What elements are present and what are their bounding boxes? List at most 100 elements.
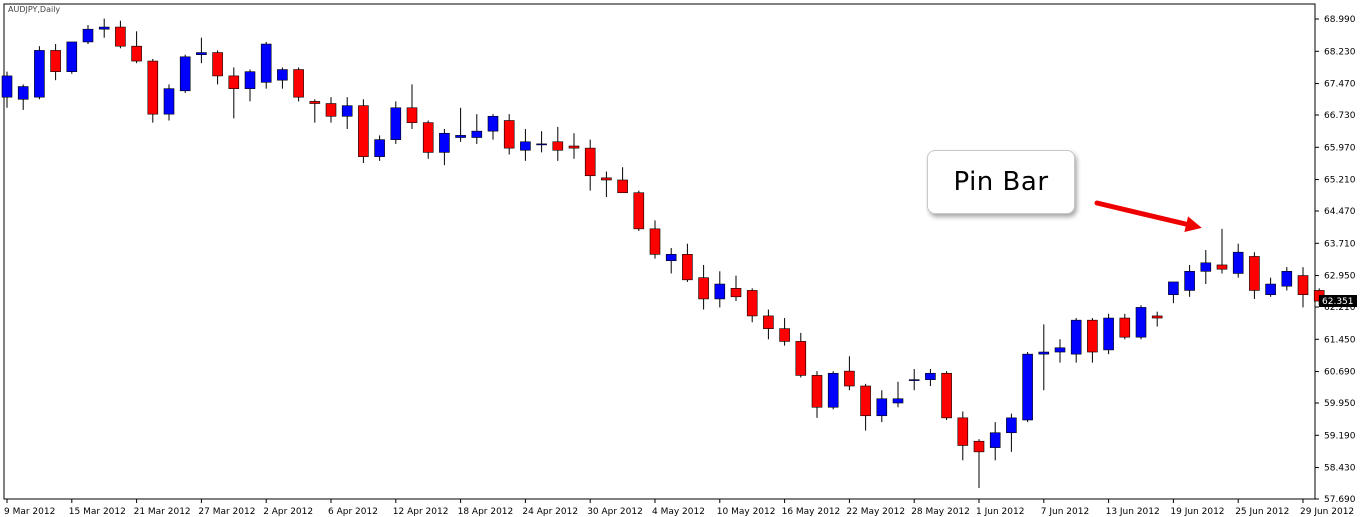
candle [309, 99, 321, 123]
candle-body [1265, 283, 1276, 295]
candle-body [1119, 317, 1131, 338]
candle-body [552, 141, 564, 151]
candle [1200, 250, 1212, 285]
candle-body [1038, 351, 1050, 355]
candle-body [892, 398, 904, 404]
x-tick-label: 13 Jun 2012 [1106, 507, 1160, 517]
candle-body [730, 288, 742, 298]
x-tick-label: 2 Apr 2012 [263, 507, 313, 517]
y-tick-label: 62.950 [1324, 272, 1356, 282]
candle-body [163, 88, 175, 115]
candle [406, 84, 418, 130]
candle-body [957, 417, 969, 446]
candle [98, 18, 110, 38]
candle-body [1070, 319, 1082, 355]
candle-body [34, 50, 45, 98]
candle-body [1087, 319, 1098, 353]
x-tick-label: 18 Apr 2012 [458, 507, 514, 517]
chart-header: AUDJPY,Daily [8, 5, 60, 14]
candle [779, 318, 790, 346]
candle [1232, 243, 1244, 278]
candle [1022, 352, 1033, 423]
candle-body [455, 135, 466, 138]
candle-series [1, 18, 1325, 488]
candle [325, 97, 337, 123]
y-tick-label: 59.190 [1324, 431, 1356, 441]
candle-body [714, 283, 726, 300]
candle [1168, 281, 1179, 304]
y-tick-label: 57.690 [1324, 495, 1356, 505]
candle-body [584, 147, 596, 177]
candle-body [196, 52, 207, 55]
candle [1216, 228, 1228, 274]
candle-body [665, 254, 677, 261]
candle [17, 84, 29, 110]
candle-body [179, 56, 191, 92]
candle [34, 46, 45, 100]
x-tick-label: 28 May 2012 [911, 507, 970, 517]
candle-body [827, 372, 839, 408]
candle-body [520, 141, 531, 151]
candle-body [682, 254, 693, 281]
candle-body [860, 385, 871, 417]
candle [115, 20, 126, 49]
current-price-marker: 62.351 [1319, 295, 1357, 308]
candle-body [17, 86, 29, 100]
candle-body [698, 277, 709, 300]
candle [260, 41, 272, 89]
candle-body [358, 105, 369, 157]
candle [617, 167, 628, 194]
candle [925, 369, 936, 387]
candle [665, 247, 677, 274]
candle-body [811, 375, 823, 408]
candle [50, 44, 61, 81]
candle-body [487, 115, 499, 132]
candle-body [1249, 256, 1260, 291]
candle-body [601, 177, 612, 181]
candle [131, 31, 142, 64]
y-tick-label: 63.710 [1324, 239, 1356, 249]
candle-body [341, 105, 353, 117]
candle [860, 383, 871, 431]
candle [1265, 277, 1276, 297]
candle [163, 84, 175, 121]
candle-body [617, 179, 628, 194]
candle [503, 114, 515, 155]
candle [941, 371, 952, 420]
candle-body [260, 43, 272, 83]
candle [957, 411, 969, 461]
arrow-head [1184, 216, 1202, 232]
x-tick-label: 7 Jun 2012 [1041, 507, 1089, 517]
y-tick-label: 59.950 [1324, 399, 1356, 409]
candle [374, 135, 385, 161]
candle-body [1, 75, 13, 98]
candle [1103, 313, 1114, 355]
candle [1151, 311, 1163, 327]
candle-body [1135, 307, 1147, 338]
candle [827, 371, 839, 410]
candle [649, 220, 661, 259]
candle-body [374, 139, 385, 157]
y-tick-label: 67.470 [1324, 80, 1356, 90]
candle [601, 171, 612, 197]
x-tick-label: 10 May 2012 [717, 507, 776, 517]
candle-body [1168, 281, 1179, 295]
candle-body [439, 132, 450, 153]
candle-body [795, 341, 807, 376]
candle [633, 190, 645, 231]
candle-body [876, 398, 888, 417]
candle [212, 50, 223, 85]
y-tick-label: 64.470 [1324, 207, 1356, 217]
candle [989, 422, 1001, 461]
x-tick-label: 24 Apr 2012 [522, 507, 578, 517]
candle [179, 54, 191, 93]
candle-body [82, 28, 94, 43]
candle [682, 243, 693, 282]
candle-body [503, 120, 515, 149]
candle-body [1054, 347, 1066, 353]
candle [293, 67, 304, 102]
candle-body [244, 71, 256, 89]
candle-body [989, 432, 1001, 448]
y-tick-label: 61.450 [1324, 335, 1356, 345]
candle-body [293, 69, 304, 98]
